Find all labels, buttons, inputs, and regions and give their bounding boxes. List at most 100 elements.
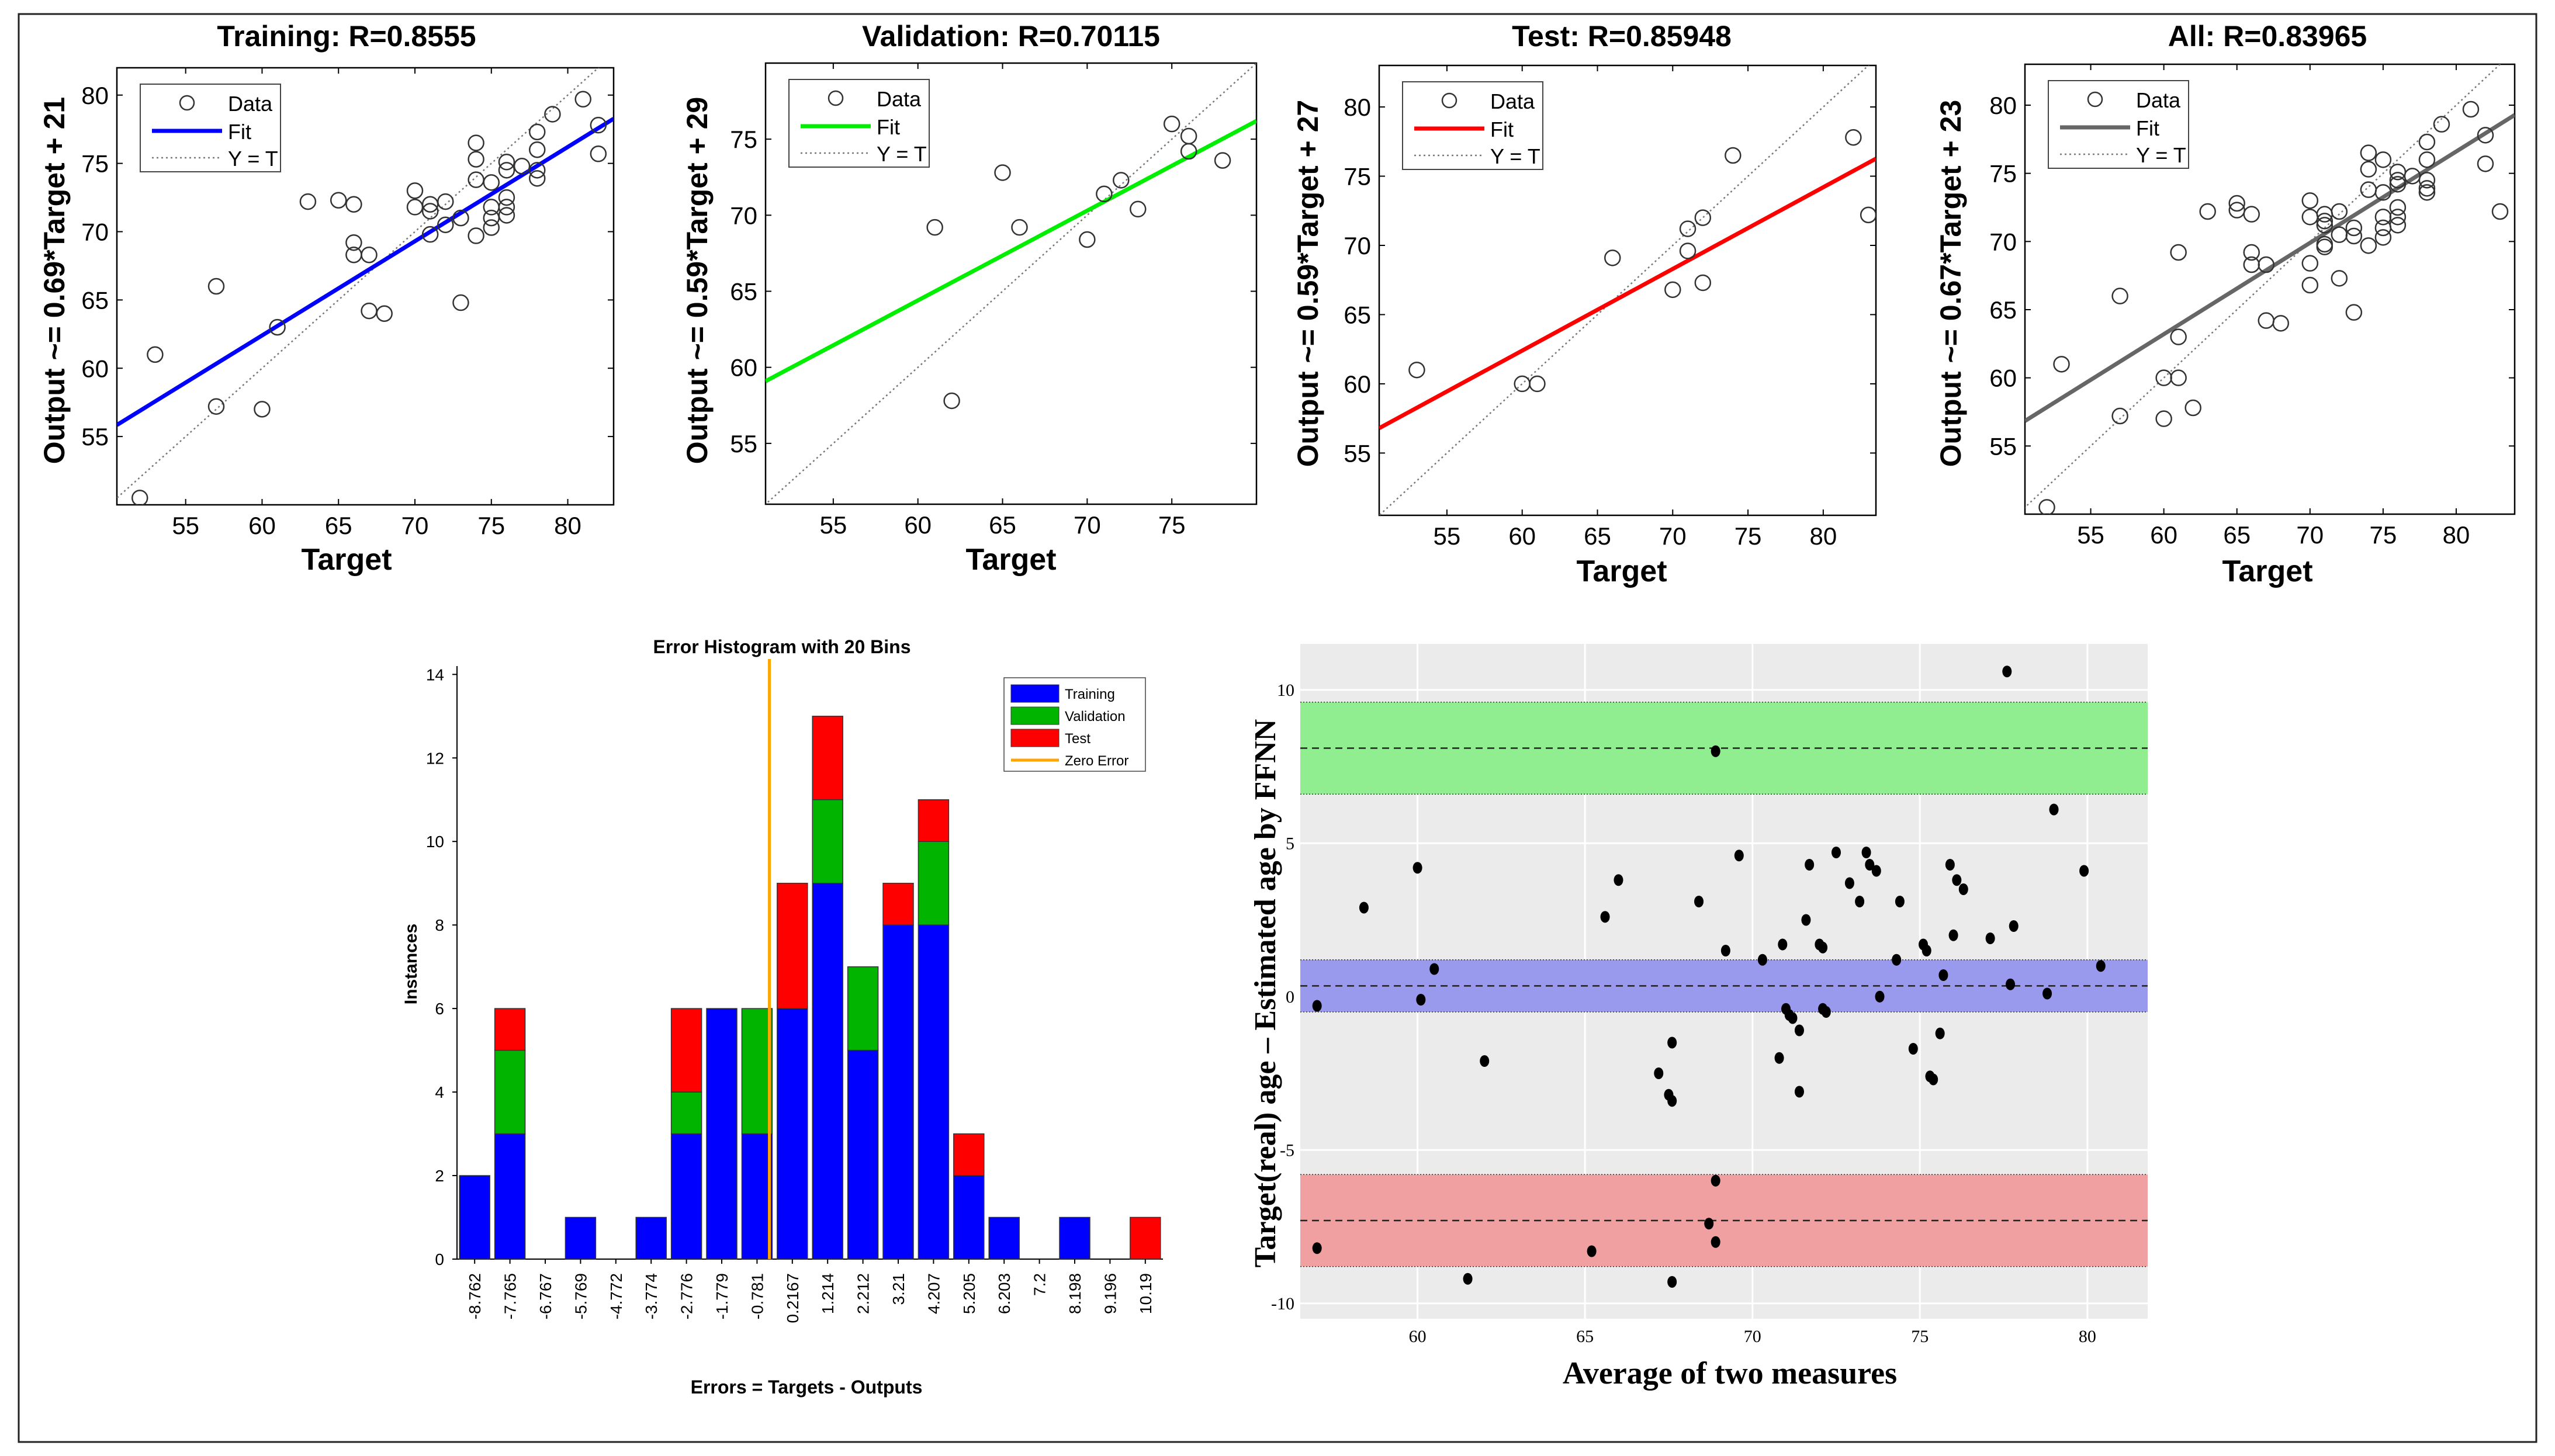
histogram-bar-training bbox=[847, 1049, 879, 1260]
legend-data-marker bbox=[179, 95, 195, 111]
difference-point bbox=[1818, 941, 1828, 954]
y-tick-label: 70 bbox=[81, 219, 109, 246]
difference-point bbox=[1938, 969, 1948, 981]
y-tick-label: 12 bbox=[426, 749, 444, 767]
data-point bbox=[376, 305, 393, 322]
histogram-bar-training bbox=[706, 1008, 738, 1260]
difference-point bbox=[1945, 859, 1955, 871]
fit-line bbox=[766, 119, 1256, 383]
legend-data-label: Data bbox=[228, 92, 273, 116]
data-point bbox=[468, 227, 484, 244]
y-tick-label: 55 bbox=[1989, 432, 2017, 460]
difference-point bbox=[1757, 954, 1767, 966]
data-point bbox=[544, 106, 561, 123]
validation-plot-title: Validation: R=0.70115 bbox=[862, 20, 1160, 53]
difference-point bbox=[1958, 883, 1968, 895]
y-tick-label: 55 bbox=[1344, 439, 1371, 467]
y-tick-label: 65 bbox=[81, 286, 109, 314]
test-plot-ylabel: Output ~= 0.59*Target + 27 bbox=[1292, 100, 1324, 467]
x-tick-label: 55 bbox=[820, 511, 847, 539]
plot-area bbox=[2025, 64, 2515, 514]
legend-data-label: Data bbox=[2136, 88, 2181, 112]
all-plot-title: All: R=0.83965 bbox=[2168, 20, 2367, 53]
data-point bbox=[1079, 231, 1096, 248]
difference-point bbox=[2009, 920, 2019, 932]
data-point bbox=[1529, 375, 1546, 393]
plot-area bbox=[117, 68, 614, 505]
histogram-bar-test bbox=[777, 882, 808, 1009]
data-point bbox=[2301, 255, 2319, 272]
difference-point bbox=[2042, 987, 2052, 1000]
data-point bbox=[2301, 276, 2319, 294]
difference-point bbox=[1778, 938, 1788, 951]
data-point bbox=[330, 192, 347, 209]
x-tick-label: 75 bbox=[1158, 511, 1186, 539]
data-point bbox=[2111, 287, 2128, 304]
data-point bbox=[1129, 200, 1147, 218]
data-point bbox=[468, 151, 484, 168]
difference-point bbox=[1871, 865, 1881, 877]
legend-data-marker bbox=[2087, 91, 2103, 108]
legend-box bbox=[140, 84, 281, 172]
difference-point bbox=[1794, 1086, 1804, 1098]
y-tick-label: 55 bbox=[81, 423, 109, 450]
difference-point bbox=[1734, 850, 1744, 862]
identity-line bbox=[766, 63, 1256, 504]
difference-point bbox=[1985, 932, 1995, 944]
histogram-ylabel: Instances bbox=[401, 924, 421, 1004]
difference-point bbox=[1667, 1095, 1677, 1107]
x-tick-label: 2.212 bbox=[854, 1273, 873, 1314]
data-point bbox=[1214, 152, 1231, 169]
difference-point bbox=[1948, 929, 1958, 941]
histogram-bar-validation bbox=[494, 1049, 526, 1135]
data-point bbox=[345, 234, 362, 251]
y-tick-label: 5 bbox=[1286, 834, 1294, 853]
legend-label-test: Test bbox=[1065, 731, 1090, 747]
fit-line bbox=[1379, 157, 1876, 430]
data-point bbox=[528, 141, 546, 158]
histogram-bar-test bbox=[1130, 1216, 1161, 1260]
data-point bbox=[1694, 274, 1712, 292]
training-regression-plot: Training: R=0.8555 Target Output ~= 0.69… bbox=[38, 20, 615, 577]
data-point bbox=[2243, 244, 2260, 261]
data-point bbox=[2360, 161, 2377, 178]
difference-point bbox=[1429, 963, 1439, 975]
y-tick-label: 60 bbox=[730, 354, 757, 382]
histogram-bar-training bbox=[741, 1133, 773, 1260]
x-tick-label: 60 bbox=[248, 512, 276, 539]
legend-swatch-validation bbox=[1010, 706, 1060, 725]
x-tick-label: 65 bbox=[325, 512, 352, 539]
data-point bbox=[2243, 206, 2260, 223]
data-point bbox=[2389, 199, 2407, 216]
data-point bbox=[513, 158, 531, 175]
difference-point bbox=[1694, 896, 1704, 907]
x-tick-label: -2.776 bbox=[678, 1273, 696, 1319]
difference-point bbox=[1600, 911, 1610, 923]
x-tick-label: 10.19 bbox=[1137, 1273, 1155, 1314]
difference-point bbox=[1788, 1012, 1798, 1024]
data-point bbox=[421, 203, 439, 220]
data-point bbox=[1604, 249, 1621, 266]
x-tick-label: 70 bbox=[1074, 511, 1101, 539]
data-point bbox=[2331, 270, 2348, 287]
x-tick-label: 60 bbox=[1508, 522, 1536, 550]
legend-data-label: Data bbox=[1490, 89, 1535, 113]
test-regression-plot: Test: R=0.85948 Target Output ~= 0.59*Ta… bbox=[1292, 20, 1877, 588]
difference-point bbox=[1359, 902, 1369, 914]
y-tick-label: 75 bbox=[1344, 163, 1371, 190]
legend-label-zero-error: Zero Error bbox=[1065, 753, 1128, 769]
y-tick-label: 80 bbox=[1989, 92, 2017, 119]
data-point bbox=[498, 154, 515, 171]
x-tick-label: 9.196 bbox=[1101, 1273, 1119, 1314]
legend-box bbox=[2048, 80, 2189, 169]
y-tick-label: -10 bbox=[1271, 1294, 1294, 1313]
legend-identity-label: Y = T bbox=[877, 142, 927, 166]
y-tick-label: 70 bbox=[1989, 228, 2017, 255]
data-point bbox=[498, 207, 515, 224]
histogram-bar-test bbox=[494, 1008, 526, 1051]
x-tick-label: 8.198 bbox=[1066, 1273, 1084, 1314]
y-tick-label: 75 bbox=[730, 126, 757, 153]
x-tick-label: 75 bbox=[477, 512, 505, 539]
y-tick-label: 4 bbox=[435, 1083, 444, 1101]
difference-point bbox=[1865, 859, 1875, 871]
